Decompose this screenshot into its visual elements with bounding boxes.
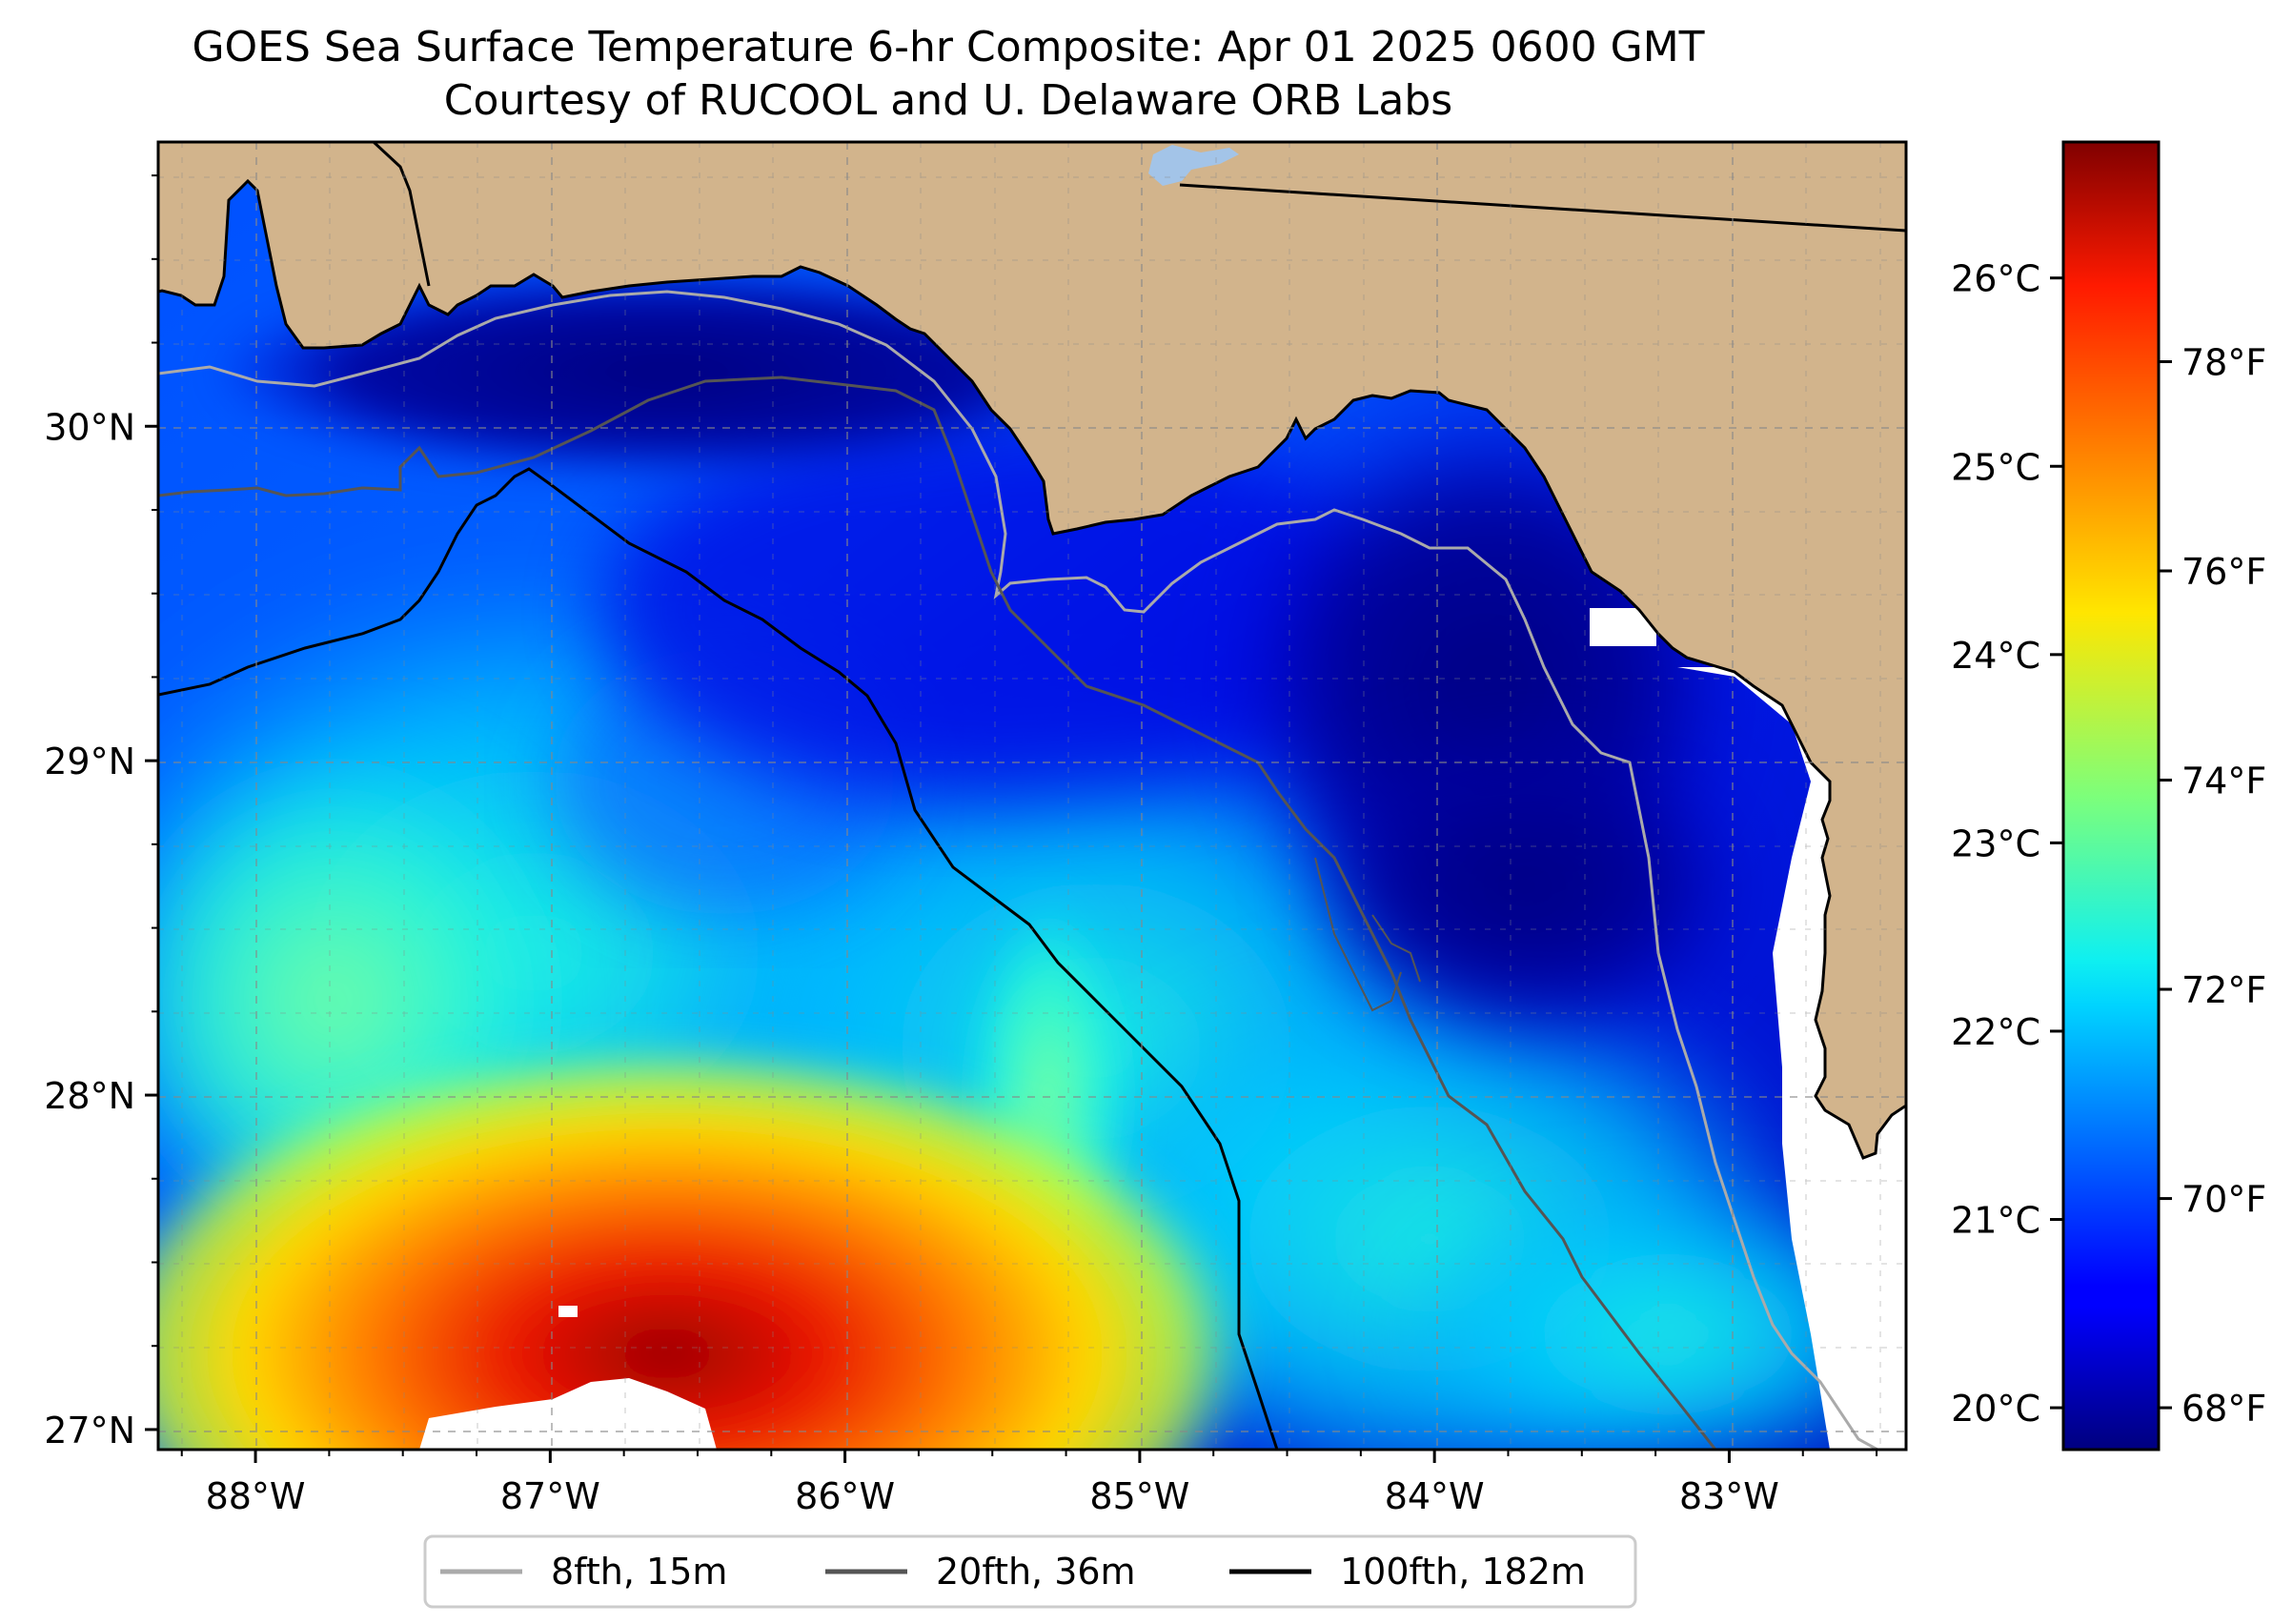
legend: 8fth, 15m 20fth, 36m 100fth, 182m — [423, 1534, 1637, 1609]
contour-36m — [158, 376, 1717, 1450]
fahrenheit-tick-label: 76°F — [2181, 551, 2266, 593]
map-panel — [158, 142, 1906, 1450]
state-border-west — [372, 142, 431, 287]
land — [158, 142, 1906, 1160]
lat-tick-label: 30°N — [44, 406, 135, 448]
longitude-axis: 88°W 87°W 86°W 85°W 84°W 83°W — [180, 1450, 1878, 1517]
celsius-tick-label: 23°C — [1951, 822, 2040, 864]
gridlines — [158, 142, 1906, 1450]
legend-label: 100fth, 182m — [1340, 1551, 1586, 1593]
lon-tick-label: 85°W — [1089, 1475, 1189, 1517]
lat-tick-label: 29°N — [44, 741, 135, 782]
colorbar-fahrenheit-axis: 68°F 70°F 72°F 74°F 76°F 78°F — [2159, 341, 2266, 1430]
contour-15m — [158, 290, 1878, 1450]
legend-label: 20fth, 36m — [936, 1551, 1136, 1593]
celsius-tick-label: 22°C — [1951, 1011, 2040, 1053]
celsius-tick-label: 24°C — [1951, 635, 2040, 677]
contour-182m — [158, 467, 1279, 1450]
lake — [1148, 145, 1239, 186]
lon-tick-label: 86°W — [795, 1475, 895, 1517]
celsius-tick-label: 26°C — [1951, 258, 2040, 300]
title-line-1: GOES Sea Surface Temperature 6-hr Compos… — [192, 23, 1705, 71]
title-line-2: Courtesy of RUCOOL and U. Delaware ORB L… — [443, 76, 1453, 125]
map-frame — [156, 140, 1908, 1451]
colorbar-celsius-axis: 20°C 21°C 22°C 23°C 24°C 25°C 26°C — [1951, 258, 2063, 1430]
lon-tick-label: 83°W — [1679, 1475, 1779, 1517]
fahrenheit-tick-label: 68°F — [2181, 1388, 2266, 1430]
fahrenheit-tick-label: 74°F — [2181, 761, 2266, 802]
lon-tick-label: 87°W — [500, 1475, 600, 1517]
latitude-axis: 27°N 28°N 29°N 30°N — [44, 174, 158, 1451]
celsius-tick-label: 21°C — [1951, 1200, 2040, 1242]
minor-gridlines — [158, 142, 1906, 1450]
fahrenheit-tick-label: 72°F — [2181, 969, 2266, 1011]
legend-label: 8fth, 15m — [551, 1551, 727, 1593]
lon-tick-label: 88°W — [206, 1475, 306, 1517]
bathymetry-contours — [158, 290, 1878, 1450]
colorbar — [2061, 140, 2161, 1451]
fahrenheit-tick-label: 70°F — [2181, 1179, 2266, 1221]
sst-pattern — [158, 267, 1906, 1450]
fahrenheit-tick-label: 78°F — [2181, 341, 2266, 383]
contour-36m-islands — [1314, 857, 1421, 1012]
lon-tick-label: 84°W — [1385, 1475, 1485, 1517]
lat-tick-label: 28°N — [44, 1075, 135, 1117]
celsius-tick-label: 20°C — [1951, 1388, 2040, 1430]
legend-box — [423, 1534, 1637, 1609]
lat-tick-label: 27°N — [44, 1410, 135, 1451]
state-border — [1179, 183, 1906, 233]
celsius-tick-label: 25°C — [1951, 446, 2040, 488]
